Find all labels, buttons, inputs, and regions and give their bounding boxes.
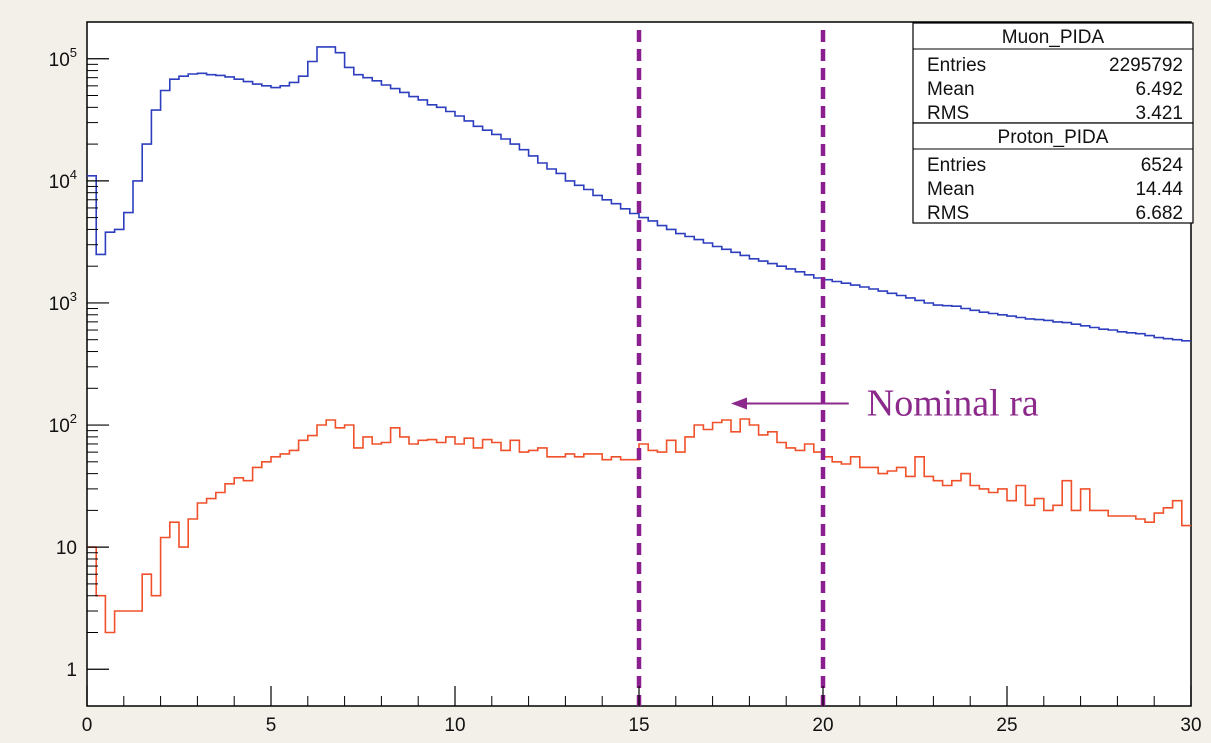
stat-row-label: Mean	[927, 179, 975, 200]
annotation-arrow-head	[731, 397, 747, 410]
stat-box-title: Proton_PIDA	[998, 127, 1109, 148]
stat-box-title: Muon_PIDA	[1002, 27, 1105, 48]
stat-row-value: 6.682	[1135, 203, 1183, 224]
y-tick-label: 102	[49, 411, 77, 437]
stat-box-muon-pida	[912, 22, 1194, 124]
x-tick-label: 0	[82, 715, 93, 736]
y-tick-label: 103	[49, 289, 77, 315]
x-tick-label: 20	[812, 715, 833, 736]
stat-row-value: 3.421	[1135, 103, 1183, 124]
y-tick-label: 10	[56, 538, 77, 559]
axes: 0 5 10 15 20 25 30 1 10 102 103 104 105	[49, 21, 1202, 736]
x-tick-label: 10	[444, 715, 465, 736]
y-tick-label: 105	[49, 45, 77, 71]
stat-box-proton-pida	[912, 122, 1194, 224]
y-tick-label: 1	[66, 660, 77, 681]
x-tick-label: 30	[1180, 715, 1201, 736]
proton-series	[87, 418, 1191, 634]
stat-row-value: 14.44	[1135, 179, 1183, 200]
stat-row-label: RMS	[927, 103, 969, 124]
stat-row-label: Entries	[927, 55, 986, 76]
stat-row-value: 6.492	[1135, 79, 1183, 100]
stat-row-label: Entries	[927, 155, 986, 176]
annotation-text: Nominal ra	[867, 383, 1039, 425]
series-line-muon-pida	[87, 46, 1191, 342]
stat-row-value: 2295792	[1109, 55, 1183, 76]
muon-series	[87, 46, 1191, 342]
stat-row-label: RMS	[927, 203, 969, 224]
stat-row-value: 6524	[1141, 155, 1184, 176]
annotation: Nominal ra	[731, 383, 1039, 425]
x-tick-label: 5	[266, 715, 277, 736]
x-tick-label: 15	[628, 715, 649, 736]
stat-boxes: Muon_PIDA Entries 2295792 Mean 6.492 RMS 3.421…	[912, 22, 1194, 224]
y-tick-label: 104	[49, 167, 77, 193]
stat-row-label: Mean	[927, 79, 975, 100]
x-tick-label: 25	[996, 715, 1017, 736]
series-line-proton-pida	[87, 418, 1191, 634]
